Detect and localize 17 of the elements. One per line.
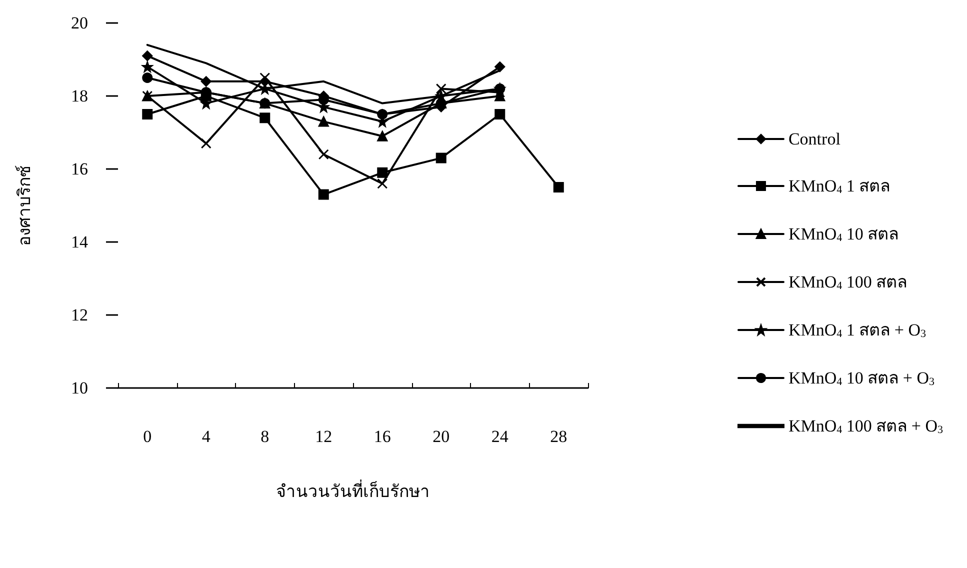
y-tick-label: 12 xyxy=(71,306,88,324)
y-axis-title: องศาบริกซ์ xyxy=(15,165,34,246)
x-tick-label: 16 xyxy=(374,427,391,446)
x-tick-label: 28 xyxy=(550,427,568,446)
x-tick-label: 24 xyxy=(491,427,509,446)
x-tick-label: 20 xyxy=(432,427,450,446)
x-tick-label: 8 xyxy=(260,427,270,446)
x-tick-label: 4 xyxy=(202,427,211,446)
x-tick-label: 0 xyxy=(143,427,152,446)
y-tick-label: 18 xyxy=(71,86,88,106)
y-tick-label: 20 xyxy=(71,14,88,32)
y-tick-label: 16 xyxy=(71,160,88,178)
y-tick-label: 10 xyxy=(71,378,88,398)
x-tick-label: 12 xyxy=(315,427,332,446)
x-axis-title: จำนวนวันที่เก็บรักษา xyxy=(276,479,430,501)
y-tick-label: 14 xyxy=(71,232,88,252)
legend-label: Control xyxy=(788,130,841,148)
